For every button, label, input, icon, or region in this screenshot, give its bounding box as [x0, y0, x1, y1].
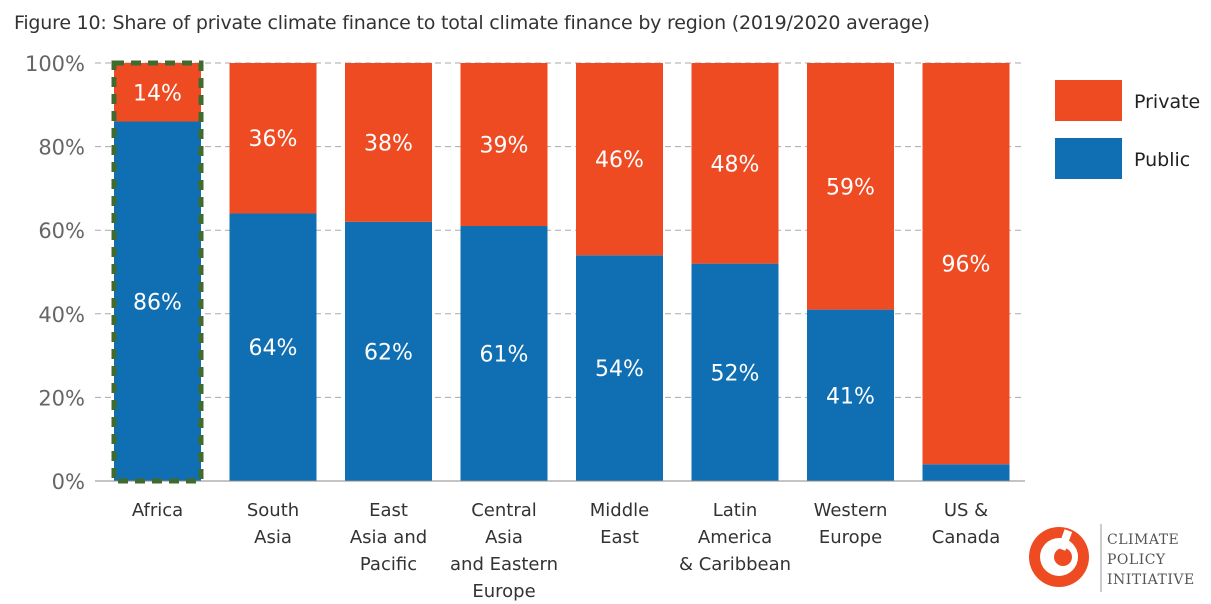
- data-label: 36%: [249, 127, 298, 152]
- data-label: 38%: [364, 131, 413, 156]
- x-tick-label: Central Asia and Eastern Europe: [450, 500, 558, 602]
- x-tick-label: Latin America & Caribbean: [679, 500, 791, 575]
- y-tick-label: 40%: [38, 303, 85, 327]
- legend-label-private: Private: [1134, 91, 1200, 113]
- x-tick-label: Africa: [132, 500, 183, 521]
- x-tick-label: Middle East: [590, 500, 649, 548]
- y-tick-label: 100%: [25, 52, 85, 76]
- y-tick-label: 80%: [38, 136, 85, 160]
- data-label: 61%: [480, 343, 529, 368]
- x-tick-label: US & Canada: [932, 500, 1001, 548]
- y-tick-label: 60%: [38, 219, 85, 243]
- legend-label-public: Public: [1134, 149, 1190, 171]
- bar-private: [576, 63, 663, 256]
- data-label: 39%: [480, 134, 529, 159]
- bar-private: [460, 63, 548, 227]
- legend-swatch-public: [1055, 138, 1122, 179]
- data-label: 86%: [133, 290, 182, 315]
- x-tick-label: East Asia and Pacific: [350, 500, 427, 575]
- logo-mark-icon: [1029, 527, 1089, 587]
- bar-private: [229, 63, 317, 214]
- x-tick-label: Western Europe: [814, 500, 888, 548]
- bar-public: [345, 221, 432, 481]
- data-label: 14%: [133, 81, 182, 106]
- bar-private: [807, 63, 894, 310]
- chart-title: Figure 10: Share of private climate fina…: [14, 12, 930, 34]
- bar-public: [691, 263, 779, 481]
- data-label: 46%: [595, 148, 644, 173]
- bar-public: [114, 121, 201, 482]
- bar-public: [922, 464, 1010, 481]
- bar-private: [691, 63, 779, 264]
- data-label: 52%: [711, 361, 760, 386]
- bar-public: [229, 213, 317, 482]
- data-label: 48%: [711, 152, 760, 177]
- data-label: 64%: [249, 336, 298, 361]
- bar-private: [114, 63, 201, 122]
- bar-private: [345, 63, 432, 222]
- logo-line-1: CLIMATE: [1107, 532, 1179, 548]
- legend-swatch-private: [1055, 80, 1122, 121]
- climate-policy-initiative-logo: CLIMATE POLICY INITIATIVE: [1029, 524, 1195, 592]
- data-label: 59%: [826, 175, 875, 200]
- bar-public: [576, 255, 663, 481]
- logo-line-2: POLICY: [1107, 552, 1166, 568]
- y-tick-label: 20%: [38, 386, 85, 410]
- highlight-outline: [111, 60, 204, 484]
- data-label: 41%: [826, 384, 875, 409]
- y-tick-label: 0%: [52, 470, 85, 494]
- logo-line-3: INITIATIVE: [1107, 572, 1195, 588]
- x-tick-label: South Asia: [247, 500, 299, 548]
- bar-public: [807, 309, 894, 481]
- bar-public: [460, 226, 548, 481]
- data-label: 54%: [595, 357, 644, 382]
- bar-private: [922, 63, 1010, 465]
- data-label: 96%: [942, 253, 991, 278]
- data-label: 62%: [364, 340, 413, 365]
